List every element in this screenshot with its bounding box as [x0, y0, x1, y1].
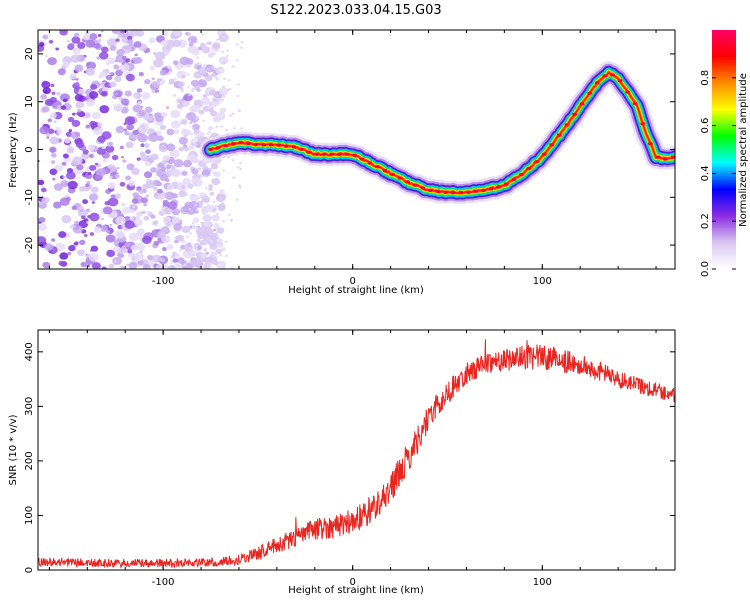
spectrogram-ridge	[199, 61, 675, 205]
spectrogram-y-tick-label: 0	[24, 146, 35, 152]
spectrogram-x-tick-label: 100	[533, 276, 552, 287]
spectrogram-y-tick-label: -10	[24, 189, 35, 205]
snr-y-tick-label: 100	[24, 506, 35, 525]
spectrogram-noise-blobs	[38, 30, 244, 269]
snr-x-tick-label: 0	[350, 577, 356, 588]
colorbar-tick-label: 0.2	[700, 213, 711, 229]
snr-frame	[37, 329, 676, 571]
snr-y-tick-label: 400	[24, 342, 35, 361]
spectrogram-y-tick-label: -20	[24, 237, 35, 253]
snr-y-tick-label: 0	[24, 567, 35, 573]
snr-xlabel: Height of straight line (km)	[288, 585, 424, 596]
snr-series-line	[38, 339, 675, 569]
colorbar-gradient	[712, 30, 736, 269]
snr-x-tick-label: 100	[533, 577, 552, 588]
spectrogram-x-tick-label: 0	[350, 276, 356, 287]
colorbar-ticks: 0.0 0.2 0.4 0.6 0.8	[700, 70, 736, 277]
snr-y-tick-label: 200	[24, 451, 35, 470]
colorbar-tick-label: 0.4	[700, 165, 711, 181]
snr-ticks: -100 0 100 0 100 200 300 400	[24, 330, 675, 588]
spectrogram-x-tick-label: -100	[152, 276, 175, 287]
spectrogram-y-tick-label: 10	[24, 95, 35, 108]
colorbar-tick-label: 0.0	[700, 261, 711, 277]
spectrogram-xlabel: Height of straight line (km)	[288, 285, 424, 296]
colorbar: 0.0 0.2 0.4 0.6 0.8 Normalized spectral ampl…	[700, 30, 749, 277]
colorbar-tick-label: 0.6	[700, 118, 711, 134]
spectrogram-y-tick-label: 20	[24, 48, 35, 61]
snr-panel: -100 0 100 0 100 200 300 400 Height of straight…	[8, 329, 676, 596]
snr-ylabel: SNR (10 * v/v)	[8, 414, 19, 485]
colorbar-label: Normalized spectral amplitude	[738, 73, 749, 227]
colorbar-tick-label: 0.8	[700, 70, 711, 86]
snr-x-tick-label: -100	[152, 577, 175, 588]
figure-title: S122.2023.033.04.15.G03	[270, 3, 441, 18]
spectrogram-ylabel: Frequency (Hz)	[8, 112, 19, 188]
snr-y-tick-label: 300	[24, 397, 35, 416]
